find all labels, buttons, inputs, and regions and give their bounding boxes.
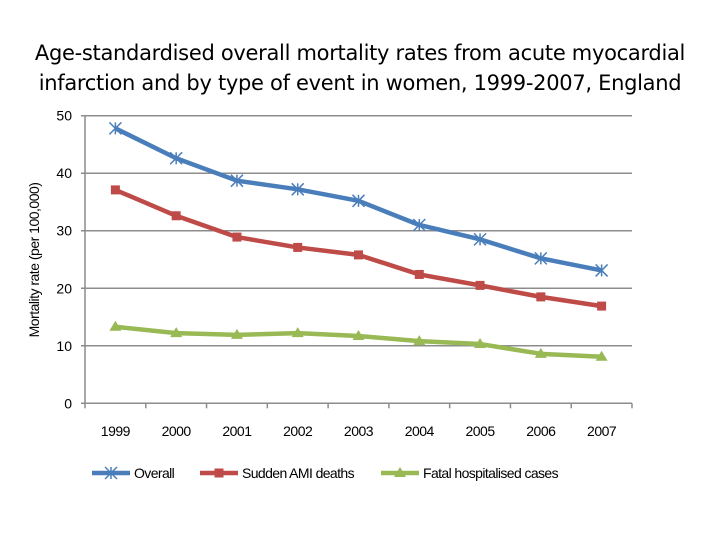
data-point-triangle: [595, 350, 608, 361]
data-point-square: [414, 269, 424, 279]
legend-item: Fatal hospitalised cases: [381, 465, 559, 481]
data-point-triangle: [109, 320, 122, 331]
x-tick-label: 1999: [101, 423, 131, 439]
y-tick-label: 30: [56, 223, 72, 239]
data-point-square: [475, 280, 485, 290]
legend-item: Sudden AMI deaths: [200, 465, 355, 481]
x-tick-label: 2007: [587, 423, 617, 439]
y-tick-label: 0: [64, 395, 72, 411]
chart-title: Age-standardised overall mortality rates…: [0, 38, 720, 98]
x-tick-label: 2003: [344, 423, 374, 439]
data-point-triangle: [230, 328, 243, 339]
data-point-triangle: [352, 330, 365, 341]
chart-title-line-2: infarction and by type of event in women…: [38, 71, 682, 95]
x-tick-label: 2004: [405, 423, 435, 439]
x-tick-label: 2000: [162, 423, 192, 439]
series-overall: [108, 121, 609, 277]
legend-item: Overall: [92, 465, 175, 481]
y-tick-label: 40: [56, 165, 72, 181]
data-point-triangle: [394, 467, 406, 477]
legend-label: Sudden AMI deaths: [242, 465, 355, 481]
y-tick-label: 20: [56, 280, 72, 296]
data-point-square: [110, 185, 120, 195]
data-point-triangle: [291, 327, 304, 338]
x-tick-label: 2001: [222, 423, 252, 439]
data-point-square: [293, 242, 303, 252]
data-point-square: [214, 468, 224, 478]
y-tick-label: 10: [56, 338, 72, 354]
data-point-triangle: [534, 347, 547, 358]
x-tick-label: 2006: [526, 423, 556, 439]
data-point-square: [597, 301, 607, 311]
data-point-square: [171, 211, 181, 221]
legend-label: Overall: [134, 465, 175, 481]
legend-label: Fatal hospitalised cases: [423, 465, 559, 481]
series-sudden-ami-deaths: [110, 185, 607, 311]
data-point-triangle: [474, 338, 487, 349]
data-point-square: [354, 250, 363, 260]
data-point-triangle: [170, 327, 183, 338]
y-axis-label: Mortality rate (per 100,000): [26, 183, 42, 338]
y-tick-label: 50: [56, 108, 72, 124]
x-tick-label: 2002: [283, 423, 313, 439]
x-tick-label: 2005: [465, 423, 495, 439]
data-point-square: [536, 292, 546, 302]
data-point-square: [232, 232, 242, 242]
series-fatal-hospitalised-cases: [109, 320, 608, 361]
data-point-triangle: [413, 335, 426, 346]
chart-title-line-1: Age-standardised overall mortality rates…: [34, 41, 686, 65]
